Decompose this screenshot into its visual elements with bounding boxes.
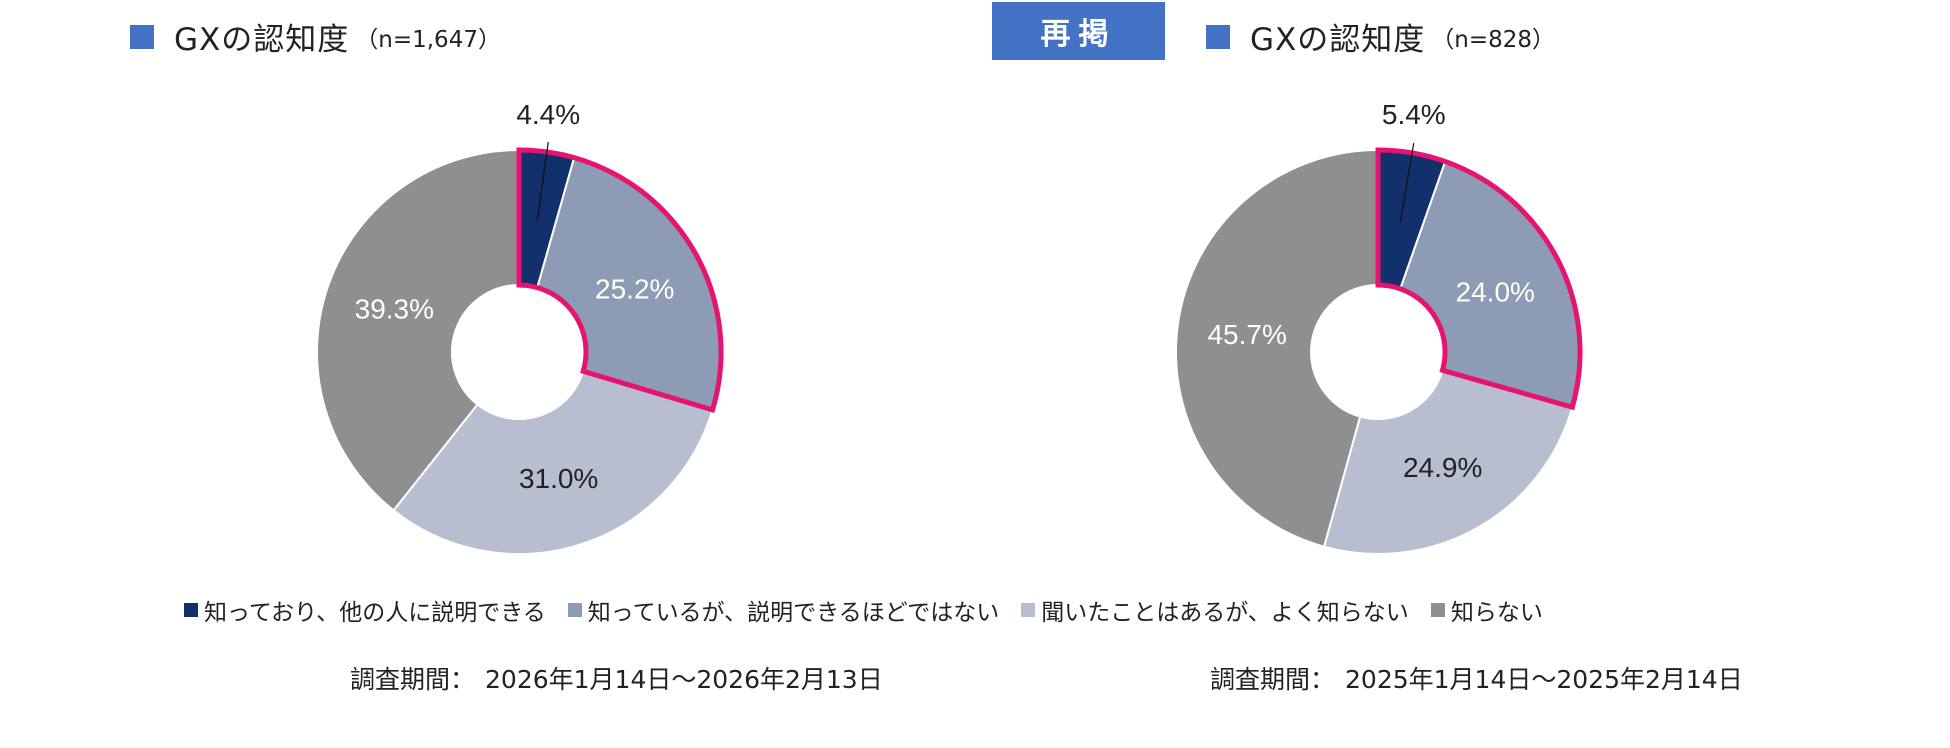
legend-label: 聞いたことはあるが、よく知らない	[1041, 600, 1409, 626]
donut-chart-2026: 4.4% 25.2% 31.0% 39.3%	[316, 99, 724, 555]
left-chart-title: GXの認知度 （n=1,647）	[130, 14, 501, 59]
leader-line	[1399, 142, 1415, 222]
survey-period-label: 調査期間：	[1210, 665, 1336, 694]
pie-slice	[1175, 148, 1379, 548]
data-label: 4.4%	[516, 99, 580, 130]
legend-swatch	[184, 603, 198, 617]
pie-slice	[1322, 369, 1574, 555]
legend-label: 知らない	[1450, 600, 1543, 626]
legend-item: 聞いたことはあるが、よく知らない	[1021, 593, 1409, 627]
data-label: 5.4%	[1382, 99, 1446, 130]
right-title-text: GXの認知度	[1250, 22, 1426, 58]
repost-badge: 再掲	[992, 2, 1165, 60]
data-label: 24.9%	[1403, 452, 1482, 483]
data-label: 45.7%	[1207, 319, 1286, 350]
survey-period-label: 調査期間：	[350, 665, 476, 694]
survey-period-2026: 調査期間： 2026年1月14日～2026年2月13日	[350, 660, 883, 696]
data-label: 24.0%	[1456, 276, 1535, 307]
pie-slice	[316, 148, 520, 512]
legend-item: 知っているが、説明できるほどではない	[567, 593, 1000, 627]
legend-swatch	[1021, 603, 1036, 617]
survey-period-value: 2025年1月14日～2025年2月14日	[1345, 665, 1743, 694]
survey-period-value: 2026年1月14日～2026年2月13日	[485, 665, 883, 694]
highlight-outline	[516, 147, 724, 414]
title-square-icon	[1206, 24, 1230, 49]
legend-item: 知らない	[1430, 593, 1543, 627]
data-label: 39.3%	[355, 294, 434, 325]
legend-swatch	[1430, 603, 1445, 617]
right-title-sample-size: （n=828）	[1431, 26, 1556, 53]
right-chart-title: GXの認知度 （n=828）	[1206, 14, 1555, 59]
title-square-icon	[130, 24, 154, 49]
data-label: 31.0%	[519, 463, 598, 494]
legend: 知っており、他の人に説明できる 知っているが、説明できるほどではない 聞いたこと…	[184, 593, 1565, 627]
leader-line	[536, 141, 549, 222]
highlight-outline	[1375, 147, 1583, 411]
pie-slice	[392, 369, 714, 555]
donut-chart-2025: 5.4% 24.0% 24.9% 45.7%	[1175, 99, 1583, 555]
data-label: 25.2%	[595, 274, 674, 305]
legend-label: 知っているが、説明できるほどではない	[587, 600, 1000, 626]
legend-item: 知っており、他の人に説明できる	[184, 593, 546, 627]
left-title-text: GXの認知度	[174, 22, 350, 58]
legend-swatch	[567, 603, 582, 617]
left-title-sample-size: （n=1,647）	[355, 26, 501, 53]
survey-period-2025: 調査期間： 2025年1月14日～2025年2月14日	[1210, 660, 1743, 696]
legend-label: 知っており、他の人に説明できる	[204, 600, 546, 626]
